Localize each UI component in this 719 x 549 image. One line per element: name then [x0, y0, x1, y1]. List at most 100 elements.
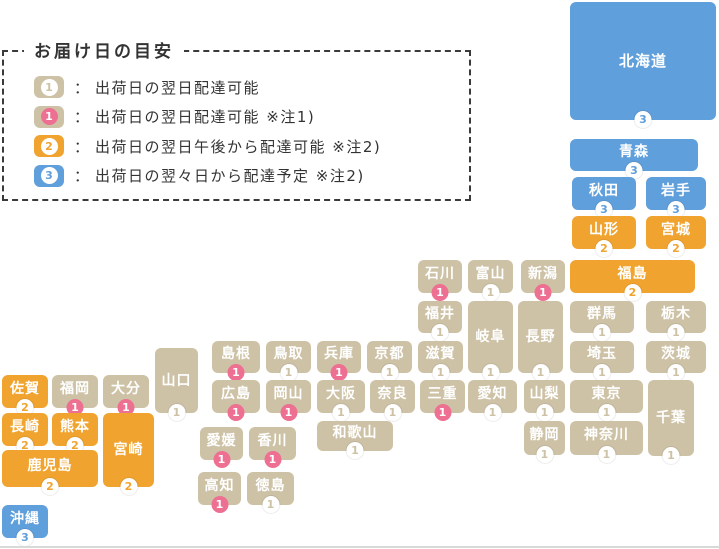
legend-separator: ： — [74, 108, 90, 126]
legend-item-next-day: 1 ： 出荷日の翌日配達可能 — [34, 76, 260, 98]
prefecture-tile-nagasaki: 長崎 2 — [2, 413, 48, 454]
prefecture-name: 高知 — [204, 477, 235, 494]
prefecture-name: 山形 — [589, 221, 619, 238]
prefecture-name: 愛媛 — [206, 432, 237, 449]
prefecture-name: 東京 — [591, 385, 622, 402]
legend-label: 出荷日の翌日配達可能 ※注1) — [95, 108, 316, 126]
prefecture-tile-aichi: 愛知 1 — [468, 380, 517, 421]
delivery-number-badge: 1 — [536, 404, 553, 421]
prefecture-tile-tokyo: 東京 1 — [570, 380, 643, 421]
legend-label: 出荷日の翌々日から配達予定 ※注2) — [95, 167, 365, 185]
prefecture-tile-kochi: 高知 1 — [198, 472, 241, 513]
delivery-number-badge: 2 — [595, 240, 613, 257]
delivery-number-badge: 1 — [66, 399, 84, 416]
delivery-number-badge: 1 — [332, 404, 350, 421]
prefecture-name: 千葉 — [656, 410, 686, 426]
prefecture-name: 香川 — [257, 432, 288, 449]
delivery-number-badge: 1 — [280, 364, 297, 381]
legend-badge-orange-icon: 2 — [34, 135, 64, 157]
prefecture-name: 京都 — [374, 346, 405, 362]
legend-label: 出荷日の翌日午後から配達可能 ※注2) — [95, 137, 382, 156]
prefecture-name: 滋賀 — [425, 346, 456, 362]
delivery-number-badge: 2 — [66, 437, 84, 454]
legend-number-circle: 1 — [40, 78, 58, 96]
delivery-number-badge: 1 — [434, 404, 451, 421]
prefecture-tile-shimane: 島根 1 — [212, 341, 260, 381]
delivery-number-badge: 2 — [41, 478, 59, 495]
prefecture-tile-tokushima: 徳島 1 — [247, 472, 294, 513]
prefecture-tile-ibaraki: 茨城 1 — [646, 341, 706, 381]
prefecture-tile-kanagawa: 神奈川 1 — [570, 421, 643, 463]
legend-item-two-days-later: 3 ： 出荷日の翌々日から配達予定 ※注2) — [34, 164, 365, 187]
prefecture-tile-oita: 大分 1 — [103, 375, 149, 416]
prefecture-tile-fukui: 福井 1 — [418, 301, 462, 341]
prefecture-tile-gifu: 岐阜 1 — [468, 301, 513, 381]
legend-separator: ： — [74, 78, 90, 97]
delivery-number-badge: 2 — [120, 478, 137, 495]
prefecture-name: 埼玉 — [587, 346, 617, 362]
delivery-number-badge: 3 — [595, 201, 613, 218]
prefecture-name: 富山 — [475, 265, 506, 282]
delivery-number-badge: 1 — [667, 364, 685, 381]
prefecture-name: 静岡 — [529, 427, 560, 443]
prefecture-name: 広島 — [221, 385, 251, 402]
delivery-number-badge: 1 — [662, 447, 680, 464]
bottom-divider — [0, 546, 719, 548]
delivery-number-badge: 1 — [264, 451, 281, 468]
delivery-number-badge: 1 — [536, 446, 553, 463]
delivery-number-badge: 1 — [384, 404, 401, 421]
prefecture-name: 鹿児島 — [27, 457, 73, 474]
prefecture-name: 山梨 — [529, 385, 560, 402]
prefecture-tile-hiroshima: 広島 1 — [212, 380, 260, 421]
prefecture-tile-shiga: 滋賀 1 — [418, 341, 463, 381]
prefecture-name: 宮崎 — [113, 442, 144, 458]
delivery-number-badge: 2 — [624, 284, 641, 301]
prefecture-name: 宮城 — [661, 221, 691, 238]
prefecture-tile-tottori: 鳥取 1 — [266, 341, 311, 381]
prefecture-name: 岐阜 — [475, 329, 506, 345]
prefecture-tile-mie: 三重 1 — [420, 380, 465, 421]
prefecture-tile-fukuoka: 福岡 1 — [52, 375, 98, 416]
prefecture-name: 島根 — [221, 346, 251, 362]
delivery-number-badge: 1 — [593, 324, 611, 341]
prefecture-name: 福岡 — [60, 380, 90, 397]
legend-box: 1 ： 出荷日の翌日配達可能 1 ： 出荷日の翌日配達可能 ※注1) 2 ： 出荷日の翌日午後か… — [2, 50, 471, 201]
prefecture-name: 福島 — [617, 265, 648, 282]
prefecture-name: 沖縄 — [10, 510, 40, 527]
delivery-number-badge: 1 — [211, 496, 228, 513]
delivery-number-badge: 1 — [431, 284, 449, 301]
prefecture-tile-osaka: 大阪 1 — [317, 380, 365, 421]
delivery-number-badge: 3 — [634, 111, 652, 128]
prefecture-tile-yamanashi: 山梨 1 — [524, 380, 565, 421]
legend-separator: ： — [74, 137, 90, 156]
prefecture-tile-toyama: 富山 1 — [468, 260, 513, 301]
prefecture-tile-kagoshima: 鹿児島 2 — [2, 450, 98, 495]
prefecture-name: 群馬 — [587, 306, 617, 322]
prefecture-tile-miyagi: 宮城 2 — [646, 216, 706, 257]
prefecture-name: 鳥取 — [273, 346, 304, 362]
prefecture-name: 北海道 — [618, 51, 667, 70]
delivery-number-badge: 1 — [431, 324, 449, 341]
legend-label: 出荷日の翌日配達可能 — [95, 78, 261, 97]
delivery-number-badge: 1 — [381, 364, 398, 381]
delivery-number-badge: 1 — [227, 364, 245, 381]
prefecture-tile-akita: 秋田 3 — [572, 177, 636, 218]
prefecture-tile-nara: 奈良 1 — [370, 380, 415, 421]
prefecture-tile-kumamoto: 熊本 2 — [52, 413, 98, 454]
prefecture-name: 熊本 — [60, 418, 90, 435]
legend-item-next-day-afternoon: 2 ： 出荷日の翌日午後から配達可能 ※注2) — [34, 135, 381, 157]
prefecture-name: 栃木 — [661, 306, 691, 322]
prefecture-name: 奈良 — [377, 385, 408, 402]
delivery-number-badge: 1 — [227, 404, 245, 421]
prefecture-tile-chiba: 千葉 1 — [648, 380, 694, 464]
legend-number-circle: 3 — [40, 167, 58, 184]
prefecture-tile-gunma: 群馬 1 — [570, 301, 634, 341]
delivery-number-badge: 1 — [432, 364, 449, 381]
prefecture-name: 石川 — [425, 265, 455, 282]
prefecture-tile-kyoto: 京都 1 — [367, 341, 412, 381]
delivery-number-badge: 3 — [16, 529, 34, 546]
legend-number-circle: 1 — [40, 108, 58, 125]
prefecture-tile-kagawa: 香川 1 — [249, 427, 296, 468]
delivery-number-badge: 1 — [667, 324, 685, 341]
